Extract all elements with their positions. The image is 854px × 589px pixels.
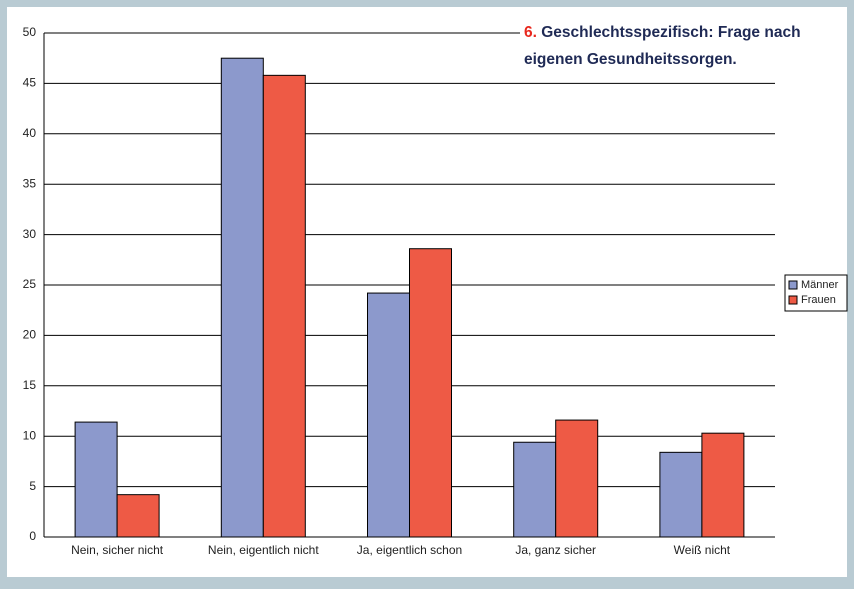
- bar: [701, 432, 745, 538]
- title-line: Geschlechtsspezifisch: Frage nach: [541, 24, 800, 41]
- title-line: eigenen Gesundheitssorgen.: [524, 51, 737, 68]
- y-tick-label: 10: [23, 428, 37, 442]
- bar: [74, 421, 118, 538]
- legend-swatch: [788, 295, 798, 305]
- bar: [659, 451, 703, 538]
- title-background: [520, 18, 847, 74]
- bar: [367, 292, 410, 538]
- bar: [262, 74, 306, 538]
- chart-title: 6. Geschlechtsspezifisch: Frage nach: [524, 24, 801, 41]
- bar: [116, 494, 160, 538]
- x-tick-label: Ja, ganz sicher: [515, 543, 596, 557]
- y-tick-label: 20: [23, 328, 37, 342]
- bar: [220, 57, 264, 538]
- x-tick-label: Weiß nicht: [674, 543, 731, 557]
- y-tick-label: 50: [23, 25, 37, 39]
- y-tick-label: 40: [23, 126, 37, 140]
- x-tick-label: Nein, sicher nicht: [71, 543, 164, 557]
- y-tick-label: 45: [23, 76, 37, 90]
- legend-label: Männer: [801, 279, 839, 291]
- bar: [513, 441, 557, 538]
- y-tick-label: 35: [23, 176, 37, 190]
- x-tick-label: Nein, eigentlich nicht: [208, 543, 319, 557]
- y-tick-label: 15: [23, 378, 37, 392]
- legend-label: Frauen: [801, 294, 836, 306]
- bar: [555, 419, 599, 538]
- legend-swatch: [788, 280, 798, 290]
- y-tick-label: 0: [29, 529, 36, 543]
- y-tick-label: 30: [23, 227, 37, 241]
- y-tick-label: 5: [29, 479, 36, 493]
- y-tick-label: 25: [23, 277, 37, 291]
- bar: [409, 248, 452, 538]
- x-tick-label: Ja, eigentlich schon: [357, 543, 462, 557]
- title-number: 6.: [524, 24, 537, 41]
- chart-title: eigenen Gesundheitssorgen.: [524, 51, 737, 68]
